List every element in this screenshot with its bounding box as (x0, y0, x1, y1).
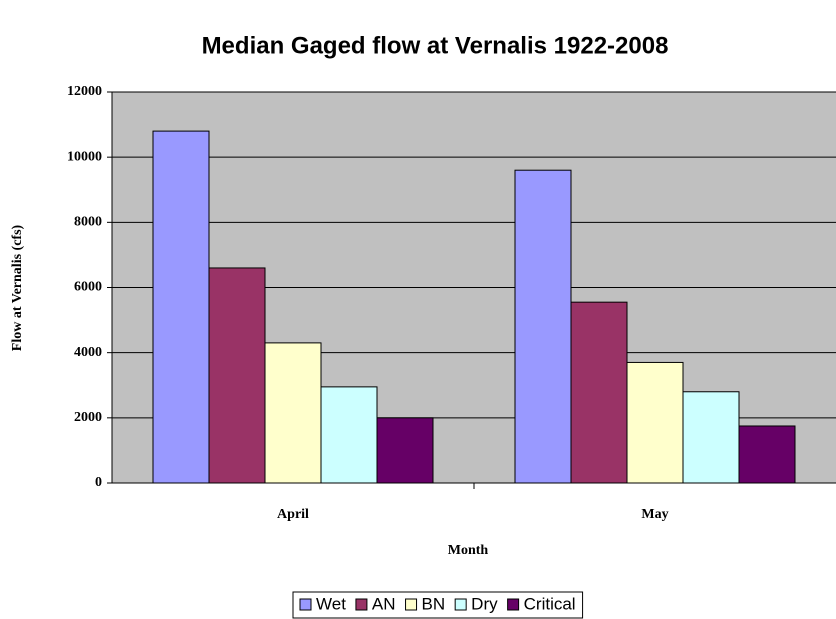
bar (514, 169, 572, 484)
x-axis-label: Month (448, 543, 489, 558)
bar (682, 391, 740, 484)
y-tick-label: 8000 (74, 215, 102, 230)
bar (264, 342, 322, 484)
legend-swatch (507, 598, 520, 611)
legend-swatch (355, 598, 368, 611)
legend-label: Critical (524, 594, 576, 613)
bar (626, 361, 684, 484)
bar (320, 386, 378, 484)
chart-title: Median Gaged flow at Vernalis 1922-2008 (202, 32, 669, 59)
legend-swatch (454, 598, 467, 611)
x-tick-label: May (641, 507, 668, 522)
bar (376, 417, 434, 484)
y-tick-label: 0 (95, 475, 102, 490)
y-tick-label: 4000 (74, 345, 102, 360)
y-tick-label: 2000 (74, 410, 102, 425)
y-tick-label: 6000 (74, 280, 102, 295)
legend-label: BN (422, 594, 446, 613)
legend-label: Dry (471, 594, 498, 613)
y-tick-label: 12000 (67, 84, 102, 99)
legend-box (292, 591, 584, 619)
y-tick-label: 10000 (67, 149, 102, 164)
bar (570, 301, 628, 484)
legend: Wet AN BN Dry Critical (292, 591, 584, 619)
bar (152, 130, 210, 484)
y-axis-label: Flow at Vernalis (cfs) (10, 224, 25, 351)
legend-swatch (405, 598, 418, 611)
bar (208, 267, 266, 484)
legend-label: Wet (316, 594, 346, 613)
legend-label: AN (372, 594, 396, 613)
legend-swatch (299, 598, 312, 611)
bar (738, 425, 796, 484)
x-tick-label: April (277, 507, 309, 522)
